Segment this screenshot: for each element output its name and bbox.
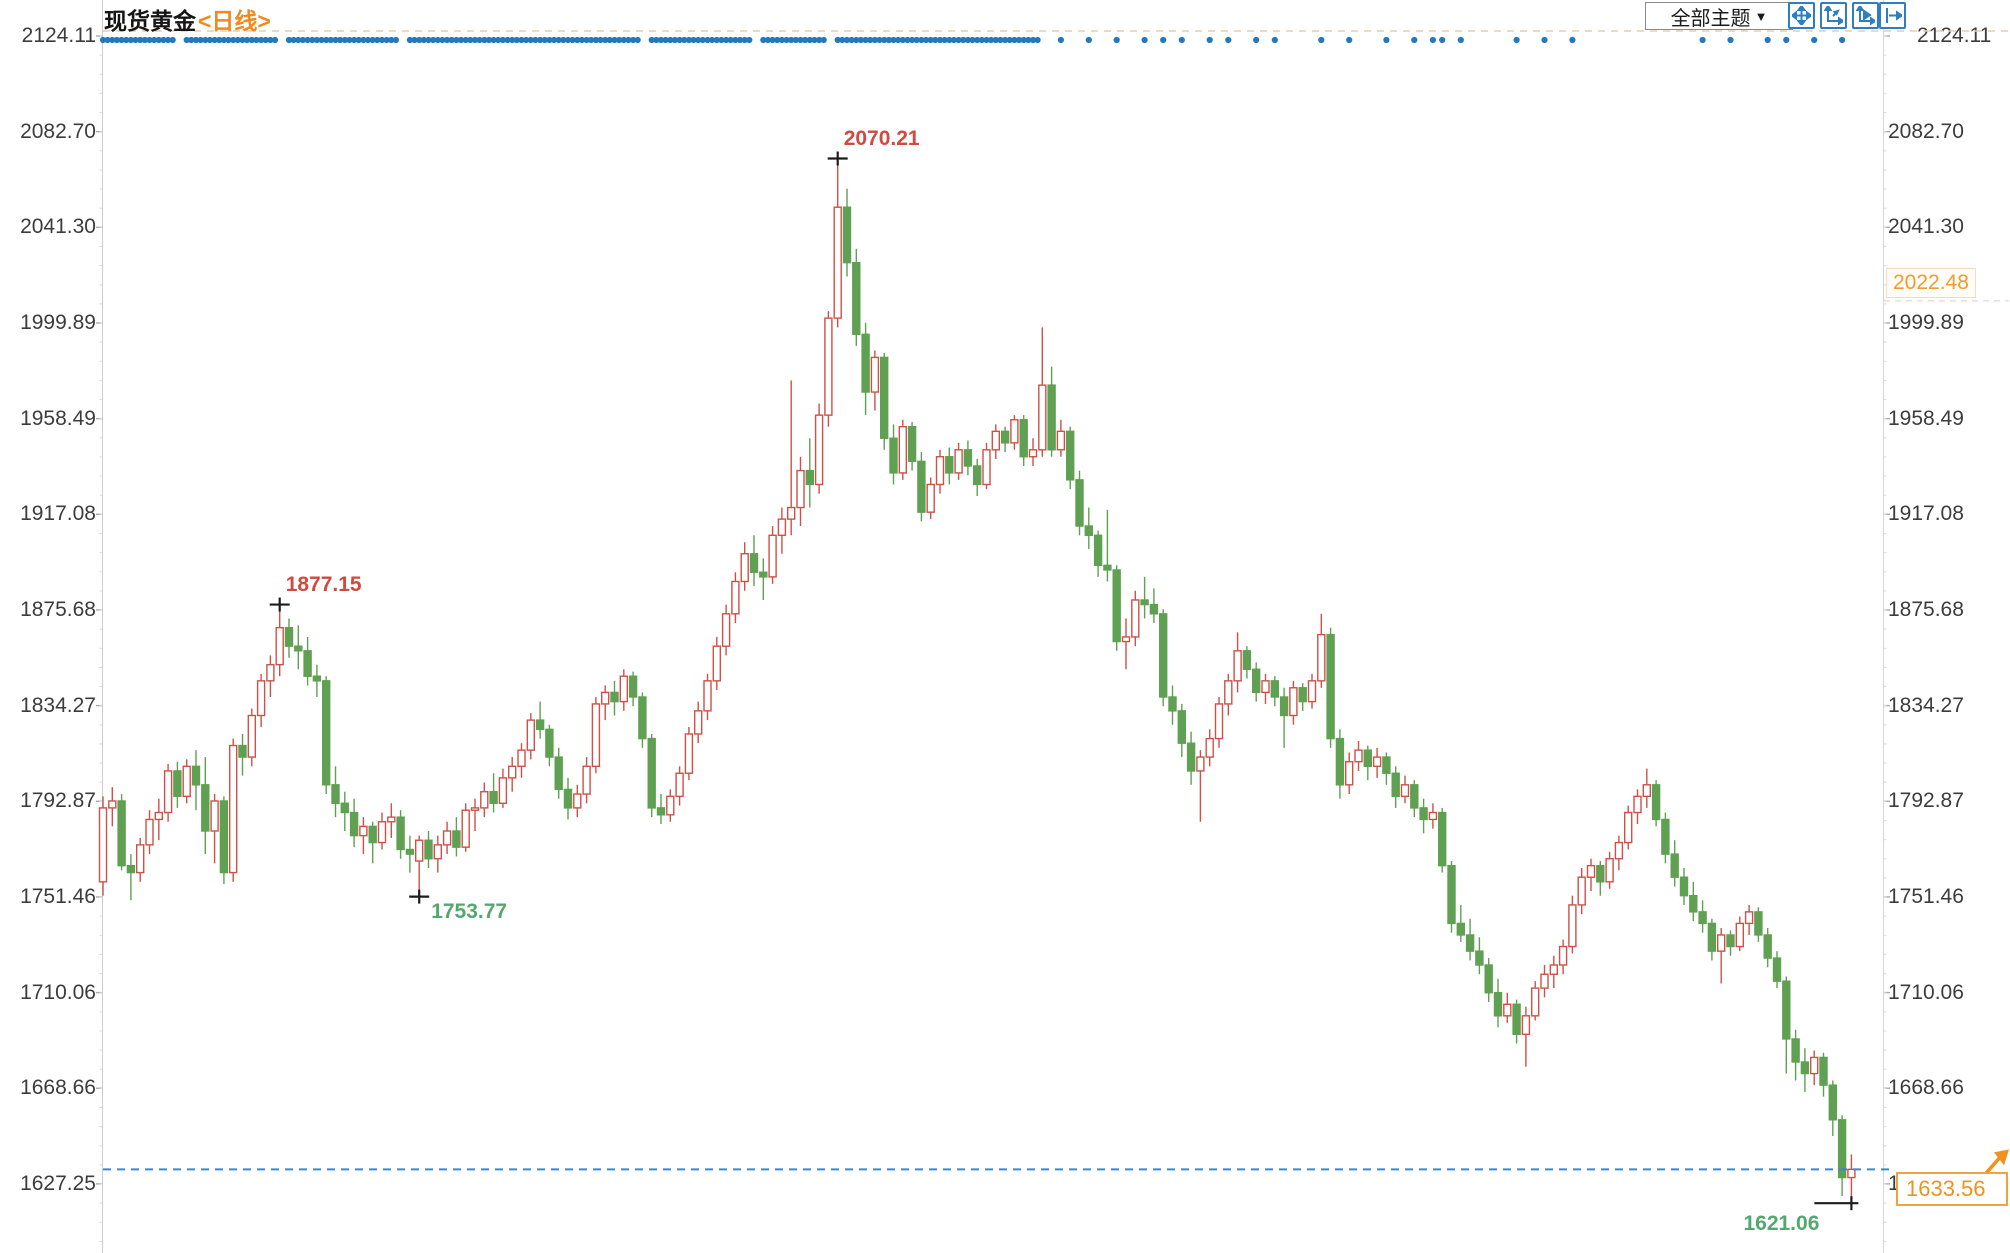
axis-price-tag-2022: 2022.48: [1886, 267, 1976, 298]
fit-vertical-axis-icon[interactable]: [1820, 2, 1847, 29]
pan-icon[interactable]: [1788, 2, 1815, 29]
y-axis-label-left: 1999.89: [20, 310, 96, 334]
y-axis-label-left: 1834.27: [20, 693, 96, 717]
y-axis-label-left: 2124.11: [21, 24, 96, 47]
shift-right-icon[interactable]: [1879, 2, 1906, 29]
y-axis-label-left: 1751.46: [20, 884, 96, 908]
y-axis-label-right: 1999.89: [1888, 310, 1964, 334]
y-axis-label-right: 2041.30: [1888, 215, 1964, 239]
y-axis-label-right: 1710.06: [1888, 980, 1964, 1004]
period-tag: <日线>: [198, 8, 271, 34]
y-axis-label-right: 2124.11: [1917, 24, 1992, 47]
current-price-label: 1633.56: [1896, 1172, 2008, 1207]
y-axis-label-right: 1668.66: [1888, 1076, 1964, 1100]
instrument-name: 现货黄金: [104, 8, 196, 34]
y-axis-label-left: 2041.30: [20, 215, 96, 239]
y-axis-label-right: 1751.46: [1888, 884, 1964, 908]
y-axis-label-right: 1958.49: [1888, 406, 1964, 430]
y-axis-label-left: 1792.87: [20, 789, 96, 813]
y-axis-label-right: 1875.68: [1888, 597, 1964, 621]
y-axis-label-left: 1917.08: [20, 502, 96, 526]
y-axis-label-left: 1958.49: [20, 406, 96, 430]
y-axis-label-left: 1668.66: [20, 1076, 96, 1100]
low-annotation-1621.06: 1621.06: [1743, 1212, 1820, 1236]
y-axis-label-right: 1792.87: [1888, 789, 1964, 813]
y-axis-label-left: 1627.25: [20, 1171, 96, 1195]
theme-dropdown-label: 全部主题: [1670, 7, 1751, 30]
y-axis-label-right: 1917.08: [1888, 502, 1964, 526]
y-axis-label-left: 1875.68: [20, 597, 96, 621]
chevron-down-icon: ▼: [1754, 8, 1768, 24]
theme-dropdown-button[interactable]: 全部主题 ▼: [1645, 2, 1793, 30]
chart-title: 现货黄金<日线>: [104, 2, 271, 36]
y-axis-label-right: 2082.70: [1888, 119, 1964, 143]
high-annotation-1877.15: 1877.15: [285, 572, 362, 596]
y-axis-label-left: 2082.70: [20, 119, 96, 143]
low-annotation-1753.77: 1753.77: [431, 899, 508, 923]
high-annotation-2070.21: 2070.21: [843, 126, 920, 150]
y-axis-label-left: 1710.06: [20, 980, 96, 1004]
fit-horizontal-axis-icon[interactable]: [1852, 2, 1879, 29]
y-axis-label-right: 1834.27: [1888, 693, 1964, 717]
